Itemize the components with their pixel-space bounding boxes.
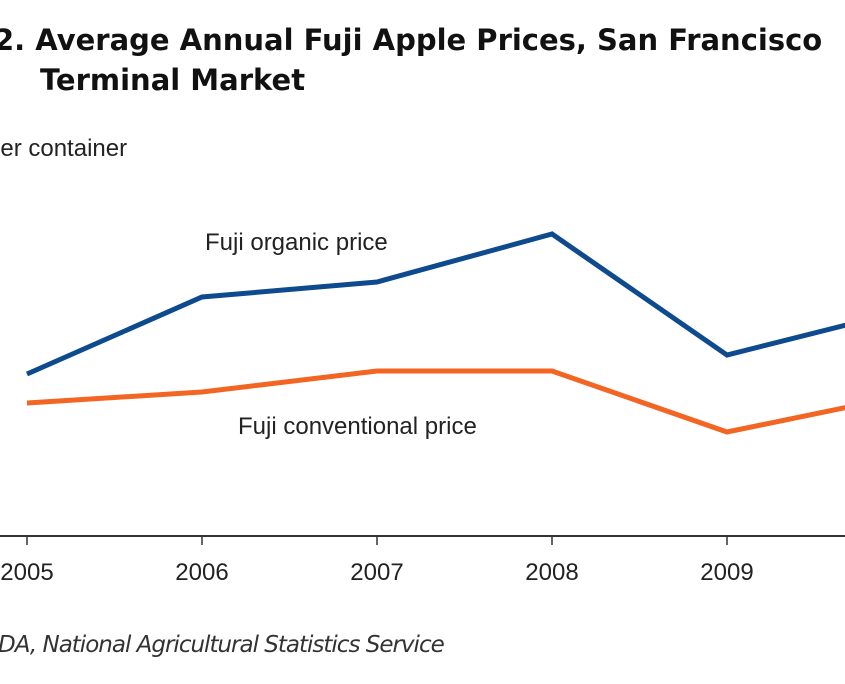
series-line-0 bbox=[25, 231, 845, 377]
x-tick-label: 2007 bbox=[350, 559, 403, 586]
x-tick-label: 2008 bbox=[525, 559, 578, 586]
series-label-organic: Fuji organic price bbox=[205, 229, 388, 256]
source-note: DA, National Agricultural Statistics Ser… bbox=[0, 632, 445, 658]
x-tick-label: 2009 bbox=[700, 559, 753, 586]
series-label-conventional: Fuji conventional price bbox=[238, 413, 477, 440]
series-line-1 bbox=[26, 368, 845, 435]
y-axis-label: per container bbox=[0, 135, 127, 162]
x-tick-label: 2005 bbox=[0, 559, 53, 586]
x-tick-label: 2006 bbox=[175, 559, 228, 586]
chart-title: 2. Average Annual Fuji Apple Prices, San… bbox=[0, 23, 822, 57]
chart-title-line2: Terminal Market bbox=[40, 63, 305, 97]
